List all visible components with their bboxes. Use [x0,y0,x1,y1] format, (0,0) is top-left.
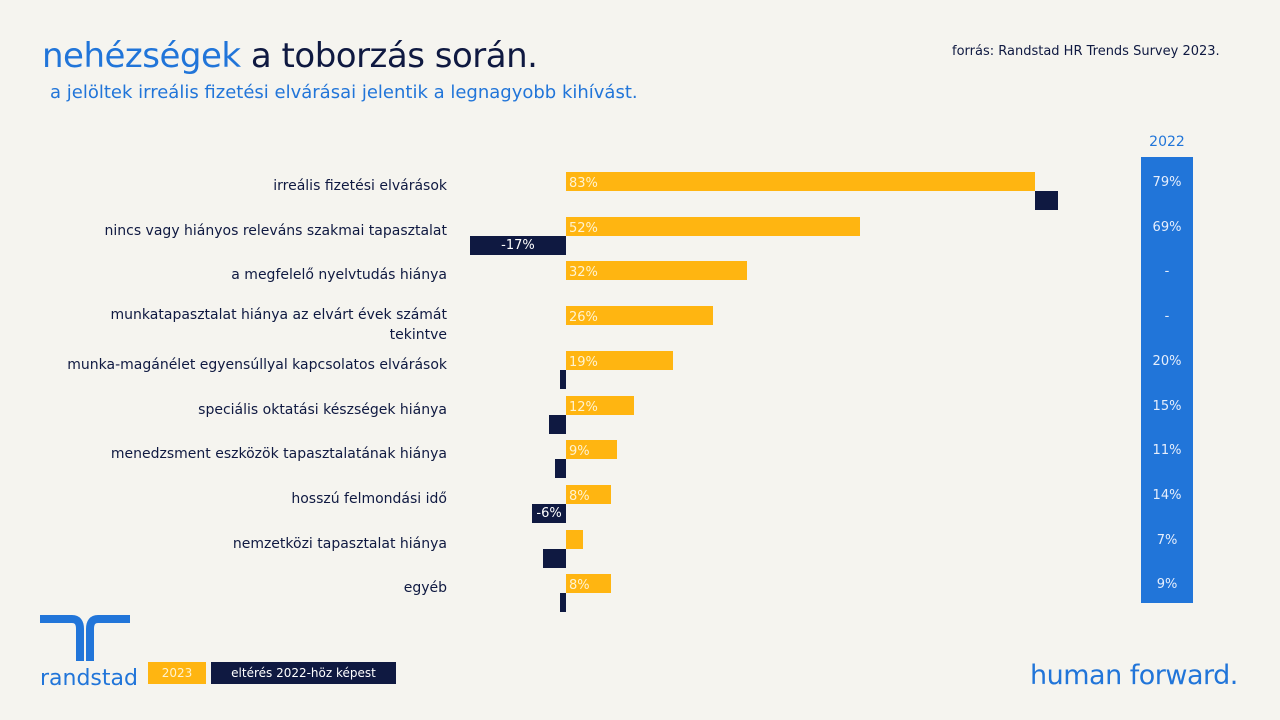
tagline: human forward. [1030,660,1238,691]
bar-2023-label [566,534,569,549]
value-2022: 11% [1152,443,1182,459]
category-label: nemzetközi tapasztalat hiánya [232,535,447,552]
bar-2023-label: 12% [569,399,598,415]
value-2022: 79% [1152,175,1182,190]
bar-2023-label: 26% [569,310,598,326]
bar-2023 [566,529,583,549]
bar-2023: 9% [566,440,617,460]
bar-2023-label: 8% [569,578,590,594]
title-highlight: nehézségek [42,36,241,76]
category-label: speciális oktatási készségek hiánya [198,401,447,418]
legend-diff: eltérés 2022-höz képest [211,662,396,684]
category-label: hosszú felmondási idő [291,490,447,507]
bar-2023: 8% [566,574,612,594]
value-2022: 7% [1156,532,1178,548]
bar-2023: 32% [566,261,747,281]
value-2022: 20% [1152,353,1182,369]
value-2022: 15% [1152,398,1182,414]
bar-diff: -6% [532,503,566,523]
bar-2023-label: 8% [569,488,590,504]
brand-name: randstad [40,666,138,691]
source-note: forrás: Randstad HR Trends Survey 2023. [952,44,1220,59]
title-rest: a toborzás során. [240,36,538,76]
bar-2023-label: 32% [569,265,598,281]
category-label: munkatapasztalat hiánya az elvárt évek s… [110,307,447,344]
category-label: munka-magánélet egyensúllyal kapcsolatos… [67,356,447,373]
category-label: nincs vagy hiányos releváns szakmai tapa… [104,222,447,239]
col-2022-header: 2022 [1149,134,1185,150]
bar-2023: 26% [566,306,713,326]
randstad-logo-icon [40,615,130,661]
bar-diff [543,548,566,568]
value-2022: - [1164,264,1170,280]
category-label: egyéb [403,580,447,597]
bar-diff: -17% [469,235,566,255]
subtitle: a jelöltek irreális fizetési elvárásai j… [50,82,638,103]
value-2022: 14% [1152,487,1182,503]
category-label: irreális fizetési elvárások [273,178,447,194]
bar-2023: 19% [566,350,674,370]
bar-2023: 52% [566,216,860,236]
bar-diff [560,369,566,389]
bar-diff [560,593,566,613]
bar-2023-label: 19% [569,354,598,370]
category-label: a megfelelő nyelvtudás hiánya [231,267,447,284]
value-2022: 9% [1156,577,1178,593]
bar-diff [549,414,566,434]
bar-2023: 12% [566,395,634,415]
bar-2023-label: 83% [569,176,598,191]
bar-2023: 8% [566,484,612,504]
value-2022: - [1164,309,1170,325]
value-2022: 69% [1152,219,1182,235]
col-2022-panel [1141,157,1193,603]
bar-2023: 83% [566,172,1035,191]
legend-2023: 2023 [148,662,206,684]
bar-2023-label: 52% [569,220,598,236]
bar-diff [1034,191,1058,210]
bar-2023-label: 9% [569,444,590,460]
page-title: nehézségek a toborzás során. [42,36,538,76]
bar-diff [554,459,566,479]
category-label: menedzsment eszközök tapasztalatának hiá… [110,446,447,463]
